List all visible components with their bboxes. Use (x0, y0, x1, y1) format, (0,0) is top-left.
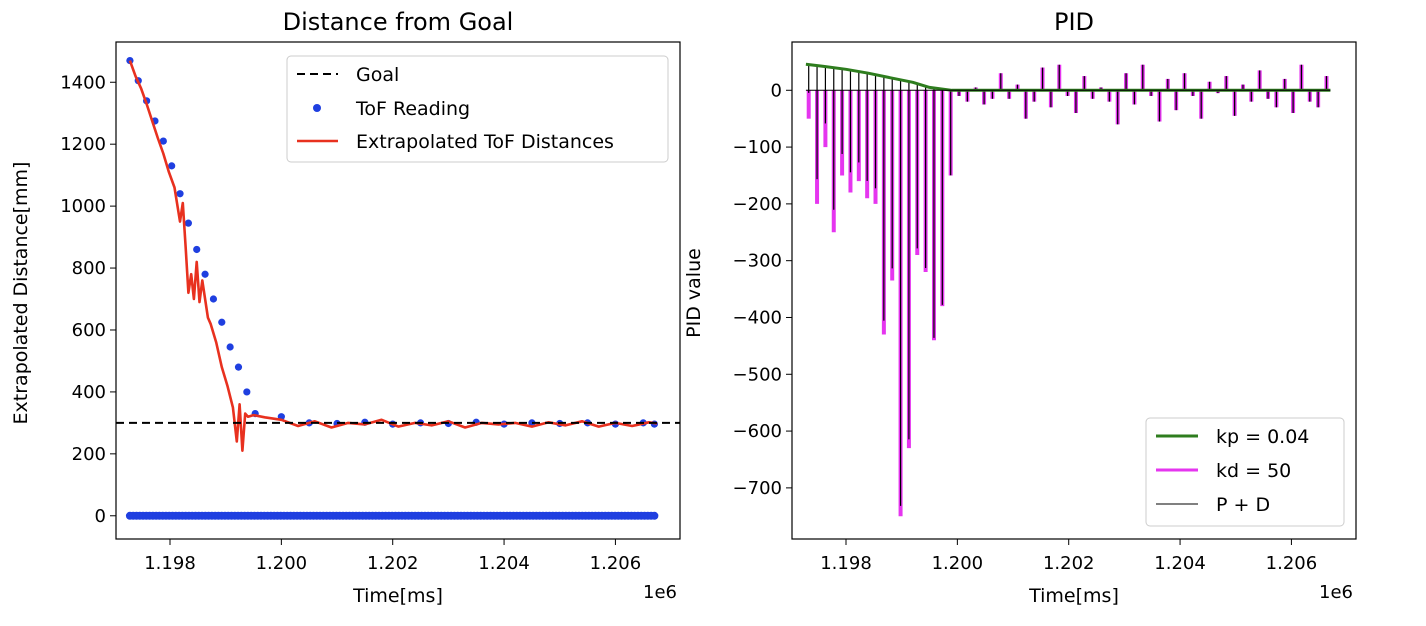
legend: Goal ToF Reading Extrapolated ToF Distance… (286, 55, 669, 163)
tof-point (234, 363, 243, 371)
ticks: 1.198 1.200 1.202 1.204 1.206 0 −100 −200 −300 −4… (733, 80, 1318, 574)
tof-point-zero (650, 511, 659, 520)
y-tick-label: 1200 (60, 134, 106, 155)
y-tick-label: 800 (72, 258, 106, 279)
y-tick-label: −600 (733, 421, 782, 442)
x-axis-label: Time[ms] (352, 585, 443, 607)
x-offset-label: 1e6 (1319, 582, 1353, 603)
y-tick-label: −500 (733, 364, 782, 385)
ticks: 1.198 1.200 1.202 1.204 1.206 0 200 400 600 800 10… (60, 72, 641, 574)
y-tick-label: 1400 (60, 72, 106, 93)
tof-point (159, 137, 167, 145)
x-offset-label: 1e6 (643, 582, 677, 603)
tof-point (193, 245, 201, 254)
plot-area (805, 62, 1331, 517)
tof-point (201, 270, 209, 278)
tof-point (243, 388, 251, 396)
x-tick-label: 1.198 (144, 553, 196, 574)
legend-tof-swatch (313, 104, 321, 112)
kp-line (805, 62, 1331, 92)
x-tick-label: 1.202 (1043, 553, 1095, 574)
axes-frame (791, 41, 1357, 540)
y-axis-label: Extrapolated Distance[mm] (10, 162, 32, 425)
pid-chart: PID Time[ms] PID value 1e6 1.198 1.200 1.2… (683, 8, 1357, 607)
x-tick-label: 1.202 (367, 553, 419, 574)
legend-kd-label: kd = 50 (1216, 460, 1291, 482)
tof-point (218, 318, 226, 326)
legend-box (286, 55, 669, 163)
x-tick-label: 1.206 (1266, 553, 1318, 574)
y-tick-label: 0 (771, 80, 782, 101)
legend-pd-label: P + D (1216, 494, 1270, 516)
x-tick-label: 1.204 (1154, 553, 1206, 574)
y-tick-label: −400 (733, 307, 782, 328)
y-tick-label: −200 (733, 194, 782, 215)
tof-point (209, 295, 218, 303)
plot-area (116, 56, 680, 520)
x-tick-label: 1.198 (820, 553, 872, 574)
y-tick-label: 1000 (60, 196, 106, 217)
distance-chart: Distance from Goal Time[ms] Extrapolated… (10, 8, 681, 607)
x-tick-label: 1.204 (478, 553, 530, 574)
tof-point (176, 190, 184, 198)
legend-box (1145, 417, 1345, 527)
y-tick-label: 200 (72, 444, 106, 465)
y-tick-label: 0 (95, 506, 106, 527)
y-tick-label: −100 (733, 137, 782, 158)
chart-title: Distance from Goal (283, 8, 514, 36)
legend-goal-label: Goal (356, 64, 399, 86)
tof-point (184, 219, 192, 227)
x-tick-label: 1.200 (256, 553, 308, 574)
x-axis-label: Time[ms] (1028, 585, 1119, 607)
y-tick-label: −700 (733, 478, 782, 499)
tof-point (226, 343, 234, 351)
x-tick-label: 1.206 (590, 553, 642, 574)
y-tick-label: 400 (72, 382, 106, 403)
legend-tof-label: ToF Reading (355, 98, 470, 120)
y-tick-label: −300 (733, 251, 782, 272)
legend-extrapolated-label: Extrapolated ToF Distances (356, 131, 614, 153)
chart-title: PID (1054, 8, 1094, 36)
tof-point (528, 419, 536, 427)
legend-kp-label: kp = 0.04 (1216, 426, 1309, 448)
y-axis-label: PID value (683, 248, 705, 338)
tof-point (168, 162, 176, 170)
x-tick-label: 1.200 (932, 553, 984, 574)
axes-frame (115, 41, 681, 540)
y-tick-label: 600 (72, 320, 106, 341)
legend: kp = 0.04 kd = 50 P + D (1145, 417, 1345, 527)
